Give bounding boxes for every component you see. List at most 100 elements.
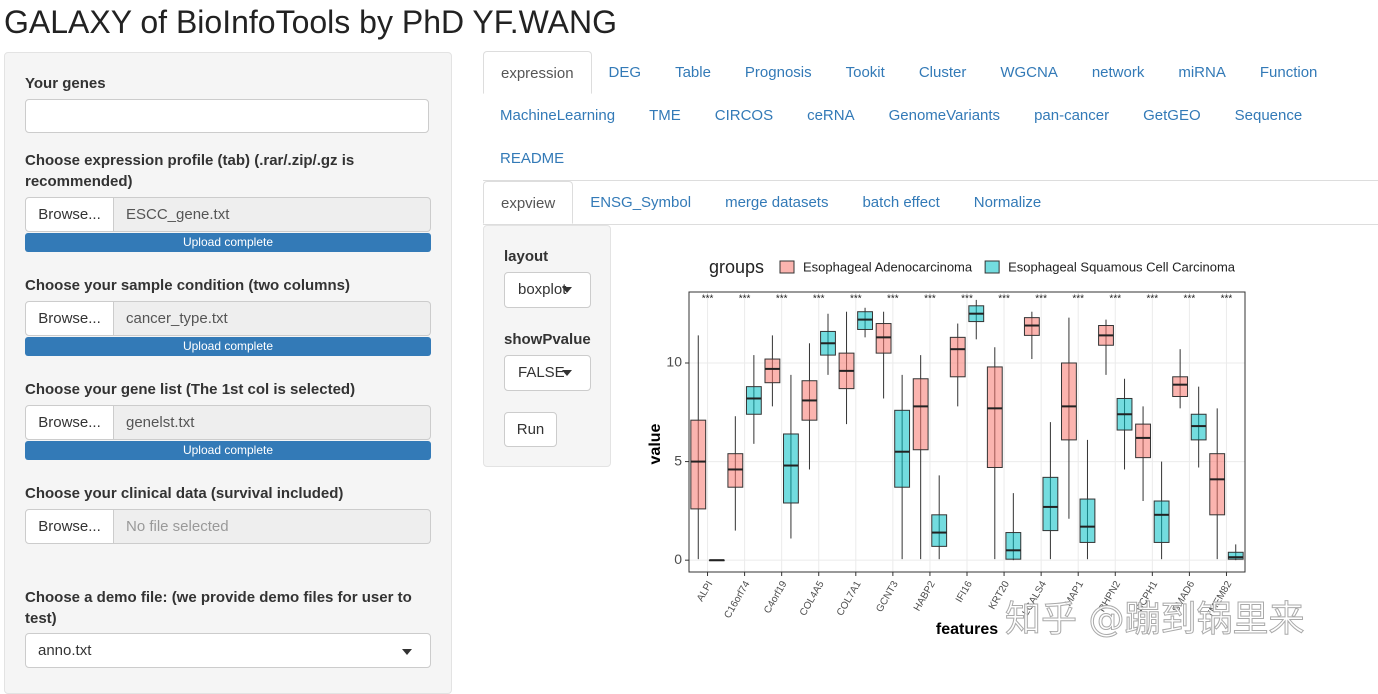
control-panel: layout boxplot showPvalue FALSE Run <box>483 225 611 467</box>
upload-status: Upload complete <box>25 441 431 460</box>
x-tick-label: GCNT3 <box>874 579 901 614</box>
tab[interactable]: Cluster <box>918 64 967 81</box>
tab[interactable]: GenomeVariants <box>888 107 1001 124</box>
upload-row: Browse... No file selected <box>25 509 431 544</box>
tab[interactable]: Prognosis <box>744 64 812 81</box>
y-tick-label: 0 <box>674 551 682 567</box>
significance: *** <box>1221 294 1233 305</box>
sub-tab[interactable]: merge datasets <box>725 194 829 211</box>
upload-row: Browse... cancer_type.txt <box>25 301 431 336</box>
run-button[interactable]: Run <box>504 412 557 447</box>
browse-button[interactable]: Browse... <box>25 301 114 336</box>
tab[interactable]: expression <box>483 51 592 94</box>
upload-label: Choose expression profile (tab) (.rar/.z… <box>25 152 355 190</box>
significance: *** <box>961 294 973 305</box>
box <box>1079 498 1096 543</box>
genes-label: Your genes <box>25 75 106 92</box>
x-tick-label: IFI16 <box>954 579 975 605</box>
upload-label: Choose your clinical data (survival incl… <box>25 485 344 502</box>
layout-label: layout <box>504 248 549 265</box>
significance: *** <box>924 294 936 305</box>
upload-label: Choose your sample condition (two column… <box>25 277 351 294</box>
caret <box>402 649 412 655</box>
significance: *** <box>1146 294 1158 305</box>
box <box>783 433 799 504</box>
legend-label: Esophageal Adenocarcinoma <box>803 259 973 274</box>
layout-select[interactable]: boxplot <box>504 272 591 308</box>
tab[interactable]: Sequence <box>1234 107 1303 124</box>
tab[interactable]: TME <box>649 107 681 124</box>
upload-status: Upload complete <box>25 337 431 356</box>
box <box>764 358 781 384</box>
tab[interactable]: README <box>500 150 565 167</box>
browse-button[interactable]: Browse... <box>25 405 114 440</box>
legend-label: Esophageal Squamous Cell Carcinoma <box>1008 259 1236 274</box>
legend-key <box>779 260 795 274</box>
layout-value: boxplot <box>518 281 567 298</box>
sub-tabs: expview ENSG_Symbol merge datasets batch ef… <box>483 181 1353 224</box>
box <box>1172 376 1189 398</box>
upload-row: Browse... ESCC_gene.txt <box>25 197 431 232</box>
box <box>1061 362 1077 441</box>
box <box>745 386 762 415</box>
y-tick-label: 10 <box>666 354 682 370</box>
main-tabs: expression DEG Table Prognosis Tookit Cluster… <box>483 51 1353 180</box>
pvalue-select[interactable]: FALSE <box>504 355 591 391</box>
significance: *** <box>1035 294 1047 305</box>
sub-tab[interactable]: ENSG_Symbol <box>590 194 692 211</box>
y-tick-label: 5 <box>674 452 682 468</box>
significance: *** <box>1184 294 1196 305</box>
x-axis-title: features <box>936 621 998 638</box>
tab[interactable]: Tookit <box>845 64 885 81</box>
tab[interactable]: ceRNA <box>807 107 855 124</box>
tab[interactable]: WGCNA <box>1000 64 1058 81</box>
tab[interactable]: Table <box>675 64 711 81</box>
boxplot-chart: 0 5 10 ALPI *** C16orf74 *** C4orf19 *** COL4A5 **… <box>647 257 1246 638</box>
box <box>1153 500 1170 543</box>
tab[interactable]: GetGEO <box>1143 107 1201 124</box>
box <box>1209 453 1226 516</box>
tab[interactable]: MachineLearning <box>500 107 616 124</box>
pvalue-label: showPvalue <box>504 331 591 348</box>
sub-tab[interactable]: Normalize <box>973 194 1042 211</box>
tab[interactable]: Function <box>1259 64 1318 81</box>
box <box>1042 476 1059 532</box>
significance: *** <box>850 294 862 305</box>
x-tick-label: HABP2 <box>912 579 938 613</box>
file-name: cancer_type.txt <box>114 301 431 336</box>
box <box>912 378 929 451</box>
watermark: 知乎 @蹦到锅里来 <box>1004 599 1305 641</box>
page: {"header": {"title": "GALAXY of BioInfoT… <box>4 4 1378 694</box>
significance: *** <box>813 294 825 305</box>
box <box>1135 423 1151 459</box>
subtab-border <box>483 224 1378 225</box>
genes-input[interactable] <box>25 99 429 133</box>
browse-button[interactable]: Browse... <box>25 509 114 544</box>
box <box>1005 532 1022 560</box>
browse-button[interactable]: Browse... <box>25 197 114 232</box>
tab[interactable]: CIRCOS <box>714 107 774 124</box>
demo-select[interactable]: anno.txt <box>25 633 431 668</box>
y-axis-title: value <box>647 423 664 464</box>
upload-label: Choose your gene list (The 1st col is se… <box>25 381 356 398</box>
tab-border <box>483 180 1378 181</box>
x-tick-label: C16orf74 <box>722 579 752 621</box>
body: GALAXY of BioInfoTools by PhD YF.WANG Yo… <box>4 4 1378 694</box>
tab[interactable]: miRNA <box>1178 64 1226 81</box>
tab[interactable]: DEG <box>608 64 642 81</box>
tab[interactable]: network <box>1091 64 1145 81</box>
file-name: ESCC_gene.txt <box>114 197 431 232</box>
tab[interactable]: pan-cancer <box>1034 107 1110 124</box>
caret <box>562 370 572 376</box>
demo-value: anno.txt <box>38 642 92 659</box>
legend-title: groups <box>709 257 764 277</box>
sub-tab[interactable]: expview <box>483 181 574 224</box>
significance: *** <box>1109 294 1121 305</box>
significance: *** <box>1072 294 1084 305</box>
demo-label: Choose a demo file: (we provide demo fil… <box>25 589 412 627</box>
box <box>931 514 948 547</box>
sub-tab[interactable]: batch effect <box>862 194 940 211</box>
significance: *** <box>739 294 751 305</box>
pvalue-value: FALSE <box>518 364 565 381</box>
box <box>949 336 966 378</box>
